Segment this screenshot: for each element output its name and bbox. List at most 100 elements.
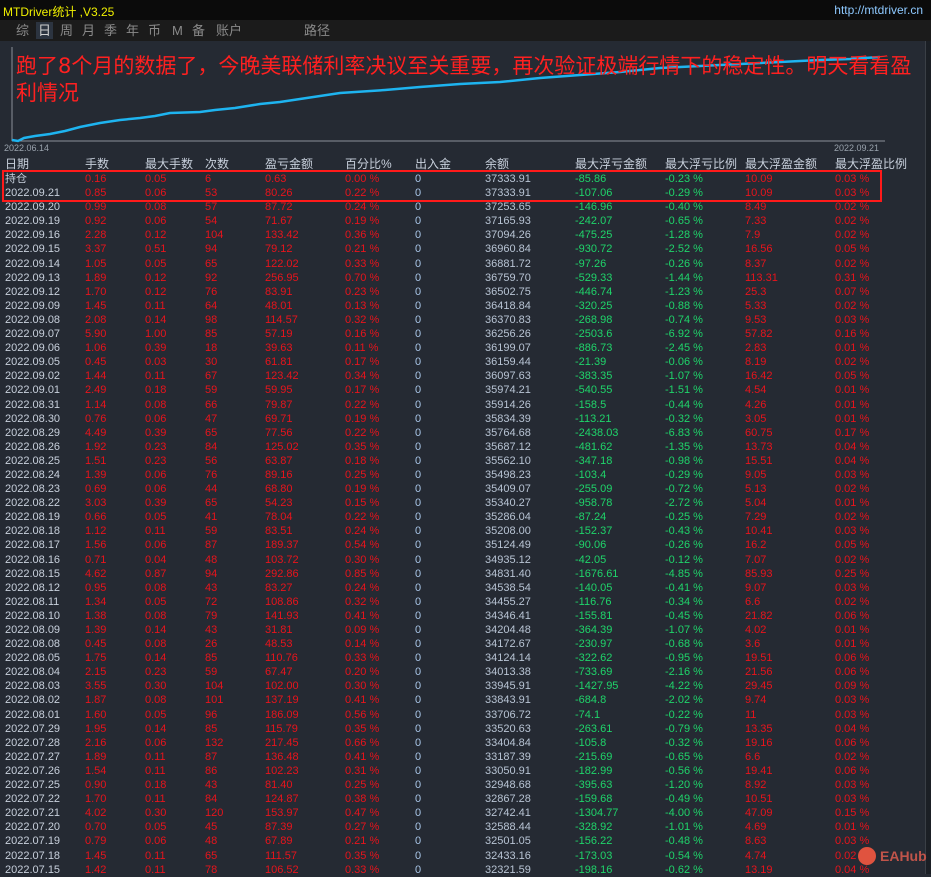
- vertical-scrollbar[interactable]: [925, 41, 931, 874]
- header-max-float-loss-pct[interactable]: 最大浮亏比例: [665, 157, 738, 171]
- cell-max-lots: 0.06: [145, 412, 167, 425]
- table-row[interactable]: 2022.08.16 0.71 0.04 48 103.72 0.30 % 0 34935.1…: [0, 553, 925, 567]
- tab-2[interactable]: 周: [60, 23, 74, 38]
- table-row[interactable]: 2022.09.21 0.85 0.06 53 80.26 0.22 % 0 37333.91…: [0, 186, 925, 200]
- tab-4[interactable]: 季: [104, 23, 118, 38]
- table-row[interactable]: 2022.09.08 2.08 0.14 98 114.57 0.32 % 0 36370.8…: [0, 313, 925, 327]
- table-row[interactable]: 2022.08.30 0.76 0.06 47 69.71 0.19 % 0 35834.39…: [0, 412, 925, 426]
- table-row[interactable]: 2022.08.08 0.45 0.08 26 48.53 0.14 % 0 34172.67…: [0, 637, 925, 651]
- open-positions-row[interactable]: 持仓 0.16 0.05 6 0.63 0.00 % 0 37333.91 -85.86 -0.2…: [0, 172, 925, 186]
- cell-profit: 79.87: [265, 398, 293, 411]
- table-row[interactable]: 2022.09.06 1.06 0.39 18 39.63 0.11 % 0 36199.07…: [0, 341, 925, 355]
- table-row[interactable]: 2022.09.07 5.90 1.00 85 57.19 0.16 % 0 36256.26…: [0, 327, 925, 341]
- table-row[interactable]: 2022.09.13 1.89 0.12 92 256.95 0.70 % 0 36759.7…: [0, 271, 925, 285]
- cell-date: 2022.09.01: [5, 384, 61, 397]
- header-max-float-profit-pct[interactable]: 最大浮盈比例: [835, 157, 908, 171]
- table-row[interactable]: 2022.08.31 1.14 0.08 66 79.87 0.22 % 0 35914.26…: [0, 398, 925, 412]
- table-row[interactable]: 2022.08.11 1.34 0.05 72 108.86 0.32 % 0 34455.2…: [0, 595, 925, 609]
- tab-0[interactable]: 综: [16, 23, 30, 38]
- tab-5[interactable]: 年: [126, 23, 140, 38]
- tab-9[interactable]: 账户: [216, 23, 243, 38]
- table-row[interactable]: 2022.09.09 1.45 0.11 64 48.01 0.13 % 0 36418.84…: [0, 299, 925, 313]
- cell-deposit: 0: [415, 285, 422, 298]
- table-row[interactable]: 2022.09.14 1.05 0.05 65 122.02 0.33 % 0 36881.7…: [0, 257, 925, 271]
- cell-max-float-loss: -230.97: [575, 638, 613, 651]
- cell-max-float-loss-pct: -0.62 %: [665, 863, 703, 876]
- tab-7[interactable]: M: [172, 23, 183, 38]
- site-link[interactable]: http://mtdriver.cn: [834, 3, 923, 17]
- table-row[interactable]: 2022.09.05 0.45 0.03 30 61.81 0.17 % 0 36159.44…: [0, 355, 925, 369]
- table-row[interactable]: 2022.08.17 1.56 0.06 87 189.37 0.54 % 0 35124.4…: [0, 538, 925, 552]
- table-row[interactable]: 2022.07.29 1.95 0.14 85 115.79 0.35 % 0 33520.6…: [0, 722, 925, 736]
- table-row[interactable]: 2022.08.25 1.51 0.23 56 63.87 0.18 % 0 35562.10…: [0, 454, 925, 468]
- cell-percent: 0.24 %: [345, 525, 380, 538]
- table-row[interactable]: 2022.08.01 1.60 0.05 96 186.09 0.56 % 0 33706.7…: [0, 708, 925, 722]
- table-row[interactable]: 2022.08.12 0.95 0.08 43 83.27 0.24 % 0 34538.54…: [0, 581, 925, 595]
- table-row[interactable]: 2022.08.10 1.38 0.08 79 141.93 0.41 % 0 34346.4…: [0, 609, 925, 623]
- table-row[interactable]: 2022.08.03 3.55 0.30 104 102.00 0.30 % 0 33945.…: [0, 679, 925, 693]
- cell-percent: 0.11 %: [345, 342, 379, 355]
- cell-percent: 0.20 %: [345, 666, 380, 679]
- table-row[interactable]: 2022.08.15 4.62 0.87 94 292.86 0.85 % 0 34831.4…: [0, 567, 925, 581]
- cell-max-float-loss-pct: -2.72 %: [665, 497, 703, 510]
- equity-chart: 2022.06.14 2022.09.21: [0, 41, 931, 155]
- cell-deposit: 0: [415, 440, 422, 453]
- cell-balance: 33404.84: [485, 736, 531, 749]
- header-date[interactable]: 日期: [5, 157, 30, 171]
- table-row[interactable]: 2022.08.05 1.75 0.14 85 110.76 0.33 % 0 34124.1…: [0, 651, 925, 665]
- cell-profit: 0.63: [265, 173, 287, 185]
- table-row[interactable]: 2022.09.12 1.70 0.12 76 83.91 0.23 % 0 36502.75…: [0, 285, 925, 299]
- header-max-float-profit[interactable]: 最大浮盈金额: [745, 157, 818, 171]
- tab-10[interactable]: 路径: [304, 23, 331, 38]
- table-row[interactable]: 2022.08.19 0.66 0.05 41 78.04 0.22 % 0 35286.04…: [0, 510, 925, 524]
- table-row[interactable]: 2022.08.22 3.03 0.39 65 54.23 0.15 % 0 35340.27…: [0, 496, 925, 510]
- cell-deposit: 0: [415, 750, 422, 763]
- tab-1[interactable]: 日: [36, 22, 54, 39]
- header-max-lots[interactable]: 最大手数: [145, 157, 194, 171]
- table-row[interactable]: 2022.07.19 0.79 0.06 48 67.89 0.21 % 0 32501.05…: [0, 834, 925, 848]
- table-row[interactable]: 2022.09.02 1.44 0.11 67 123.42 0.34 % 0 36097.6…: [0, 369, 925, 383]
- table-row[interactable]: 2022.08.24 1.39 0.06 76 89.16 0.25 % 0 35498.23…: [0, 468, 925, 482]
- header-deposit[interactable]: 出入金: [415, 157, 452, 171]
- header-percent[interactable]: 百分比%: [345, 157, 392, 171]
- table-row[interactable]: 2022.07.20 0.70 0.05 45 87.39 0.27 % 0 32588.44…: [0, 820, 925, 834]
- header-balance[interactable]: 余额: [485, 157, 510, 171]
- cell-max-float-profit: 19.51: [745, 652, 773, 665]
- table-row[interactable]: 2022.09.19 0.92 0.06 54 71.67 0.19 % 0 37165.93…: [0, 214, 925, 228]
- header-profit[interactable]: 盈亏金额: [265, 157, 314, 171]
- cell-lots: 1.44: [85, 370, 107, 383]
- tab-3[interactable]: 月: [82, 23, 96, 38]
- header-max-float-loss[interactable]: 最大浮亏金额: [575, 157, 648, 171]
- cell-balance: 33706.72: [485, 708, 531, 721]
- tab-6[interactable]: 币: [148, 23, 162, 38]
- table-row[interactable]: 2022.07.21 4.02 0.30 120 153.97 0.47 % 0 32742.…: [0, 806, 925, 820]
- cell-count: 86: [205, 764, 218, 777]
- table-row[interactable]: 2022.08.04 2.15 0.23 59 67.47 0.20 % 0 34013.38…: [0, 665, 925, 679]
- cell-max-float-profit-pct: 0.02 %: [835, 553, 870, 566]
- header-lots[interactable]: 手数: [85, 157, 110, 171]
- cell-date: 2022.08.18: [5, 525, 61, 538]
- header-count[interactable]: 次数: [205, 157, 230, 171]
- table-row[interactable]: 2022.08.02 1.87 0.08 101 137.19 0.41 % 0 33843.…: [0, 693, 925, 707]
- table-row[interactable]: 2022.07.25 0.90 0.18 43 81.40 0.25 % 0 32948.68…: [0, 778, 925, 792]
- table-row[interactable]: 2022.09.16 2.28 0.12 104 133.42 0.36 % 0 37094.…: [0, 228, 925, 242]
- table-row[interactable]: 2022.09.15 3.37 0.51 94 79.12 0.21 % 0 36960.84…: [0, 242, 925, 256]
- cell-percent: 0.66 %: [345, 736, 380, 749]
- table-row[interactable]: 2022.08.09 1.39 0.14 43 31.81 0.09 % 0 34204.48…: [0, 623, 925, 637]
- table-row[interactable]: 2022.07.27 1.89 0.11 87 136.48 0.41 % 0 33187.3…: [0, 750, 925, 764]
- cell-max-lots: 0.39: [145, 497, 167, 510]
- table-row[interactable]: 2022.09.20 0.99 0.08 57 87.72 0.24 % 0 37253.65…: [0, 200, 925, 214]
- table-row[interactable]: 2022.07.18 1.45 0.11 65 111.57 0.35 % 0 32433.1…: [0, 849, 925, 863]
- table-row[interactable]: 2022.07.26 1.54 0.11 86 102.23 0.31 % 0 33050.9…: [0, 764, 925, 778]
- table-row[interactable]: 2022.08.29 4.49 0.39 65 77.56 0.22 % 0 35764.68…: [0, 426, 925, 440]
- table-row[interactable]: 2022.08.18 1.12 0.11 59 83.51 0.24 % 0 35208.00…: [0, 524, 925, 538]
- table-row[interactable]: 2022.08.26 1.92 0.23 84 125.02 0.35 % 0 35687.1…: [0, 440, 925, 454]
- cell-count: 26: [205, 638, 218, 651]
- table-row[interactable]: 2022.07.15 1.42 0.11 78 106.52 0.33 % 0 32321.5…: [0, 863, 925, 877]
- table-row[interactable]: 2022.08.23 0.69 0.06 44 68.80 0.19 % 0 35409.07…: [0, 482, 925, 496]
- table-row[interactable]: 2022.07.22 1.70 0.11 84 124.87 0.38 % 0 32867.2…: [0, 792, 925, 806]
- table-row[interactable]: 2022.09.01 2.49 0.18 59 59.95 0.17 % 0 35974.21…: [0, 383, 925, 397]
- table-row[interactable]: 2022.07.28 2.16 0.06 132 217.45 0.66 % 0 33404.…: [0, 736, 925, 750]
- tab-8[interactable]: 备: [192, 23, 206, 38]
- cell-deposit: 0: [415, 849, 422, 862]
